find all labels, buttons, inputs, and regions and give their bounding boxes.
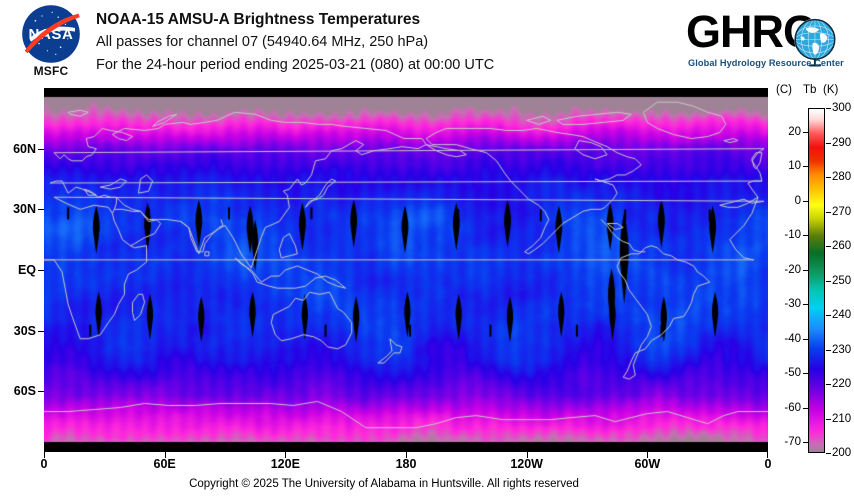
y-axis-tick-label: 60S — [13, 384, 36, 399]
nasa-meatball-icon: NASA — [22, 5, 80, 63]
colorbar-gradient — [809, 109, 824, 452]
colorbar-celsius-tick — [803, 407, 808, 409]
colorbar-celsius-tick — [803, 338, 808, 340]
colorbar-kelvin-tick — [826, 315, 831, 316]
colorbar-kelvin-tick — [826, 384, 831, 385]
colorbar-kelvin-label: 260 — [832, 240, 852, 252]
colorbar-kelvin-tick — [826, 349, 831, 351]
colorbar[interactable] — [808, 108, 825, 453]
colorbar-celsius-tick — [803, 442, 808, 444]
colorbar-celsius-label: -20 — [784, 263, 801, 276]
colorbar-kelvin-label: 270 — [832, 205, 852, 218]
colorbar-unit-kelvin: (K) — [823, 84, 839, 96]
brightness-temperature-map[interactable] — [44, 88, 768, 452]
y-axis-tick-label: 30S — [13, 323, 36, 338]
x-axis-tick-label: 180 — [395, 457, 417, 471]
colorbar-variable-label: Tb — [803, 84, 817, 96]
colorbar-kelvin-tick — [826, 418, 831, 420]
y-axis-tick — [38, 270, 44, 271]
x-axis-tick-label: 120W — [510, 457, 543, 471]
colorbar-kelvin-tick — [826, 211, 831, 213]
colorbar-celsius-label: -50 — [784, 367, 801, 380]
y-axis-tick-label: 30N — [13, 202, 36, 217]
colorbar-kelvin-label: 220 — [832, 378, 852, 390]
colorbar-celsius-label: -10 — [784, 229, 801, 242]
x-axis-tick — [767, 452, 768, 458]
page-subtitle-period: For the 24-hour period ending 2025-03-21… — [96, 57, 495, 73]
ghrc-logo: GHRC Global Hydrology Resource Center — [686, 6, 848, 78]
x-axis-tick-label: 60W — [634, 457, 661, 471]
colorbar-celsius-tick — [803, 200, 808, 202]
nasa-center-label: MSFC — [33, 64, 69, 78]
colorbar-celsius-tick — [803, 269, 808, 271]
y-axis-tick — [38, 330, 44, 332]
globe-icon — [794, 18, 836, 67]
colorbar-kelvin-tick — [826, 177, 831, 178]
colorbar-kelvin-label: 230 — [832, 343, 852, 356]
page-subtitle-channel: All passes for channel 07 (54940.64 MHz,… — [96, 34, 429, 50]
title-block: NOAA-15 AMSU-A Brightness Temperatures A… — [96, 9, 494, 77]
colorbar-kelvin-tick — [826, 246, 831, 247]
colorbar-celsius-label: 10 — [788, 160, 801, 173]
x-axis-tick — [285, 452, 287, 458]
colorbar-celsius-label: -30 — [784, 298, 801, 311]
colorbar-celsius-tick — [803, 131, 808, 133]
colorbar-kelvin-label: 210 — [832, 412, 852, 425]
y-axis-tick-label: 60N — [13, 141, 36, 156]
colorbar-celsius-label: 0 — [794, 194, 801, 207]
x-axis-tick-label: 60E — [153, 457, 176, 471]
copyright-notice: Copyright © 2025 The University of Alaba… — [189, 478, 579, 490]
colorbar-kelvin-label: 290 — [832, 136, 852, 149]
x-axis-tick — [406, 452, 407, 458]
colorbar-kelvin-tick — [826, 142, 831, 144]
x-axis-tick — [647, 452, 649, 458]
colorbar-celsius-tick — [803, 235, 808, 237]
page-header: NASA MSFC NOAA-15 AMSU-A Brightness Temp… — [0, 0, 854, 86]
colorbar-kelvin-label: 280 — [832, 171, 852, 183]
colorbar-celsius-label: -70 — [784, 436, 801, 449]
x-axis-tick — [526, 452, 528, 458]
colorbar-kelvin-label: 240 — [832, 309, 852, 321]
colorbar-kelvin-label: 300 — [832, 102, 852, 114]
colorbar-unit-celsius: (C) — [776, 84, 792, 96]
colorbar-celsius-label: 20 — [788, 125, 801, 138]
nasa-logo: NASA MSFC — [14, 4, 88, 84]
x-axis-tick — [44, 452, 45, 458]
colorbar-celsius-tick — [803, 373, 808, 375]
colorbar-kelvin-tick — [826, 280, 831, 282]
ghrc-tagline: Global Hydrology Resource Center — [688, 58, 844, 68]
colorbar-celsius-label: -60 — [784, 401, 801, 414]
page-title: NOAA-15 AMSU-A Brightness Temperatures — [96, 11, 421, 28]
x-axis-tick-label: 0 — [764, 457, 772, 471]
colorbar-kelvin-label: 200 — [832, 447, 852, 459]
x-axis-tick-label: 120E — [270, 457, 300, 471]
colorbar-kelvin-tick — [826, 453, 831, 454]
x-axis-tick — [164, 452, 166, 458]
y-axis-tick — [38, 209, 44, 211]
y-axis-tick — [38, 148, 44, 150]
map-plot-area[interactable] — [44, 88, 768, 452]
ghrc-wordmark: GHRC — [686, 6, 815, 57]
colorbar-celsius-tick — [803, 166, 808, 168]
x-axis-tick-label: 0 — [40, 457, 48, 471]
y-axis-tick — [38, 391, 44, 393]
colorbar-kelvin-label: 250 — [832, 274, 852, 287]
colorbar-celsius-label: -40 — [784, 332, 801, 345]
y-axis-tick-label: EQ — [17, 263, 36, 277]
colorbar-celsius-tick — [803, 304, 808, 306]
colorbar-kelvin-tick — [826, 108, 831, 109]
